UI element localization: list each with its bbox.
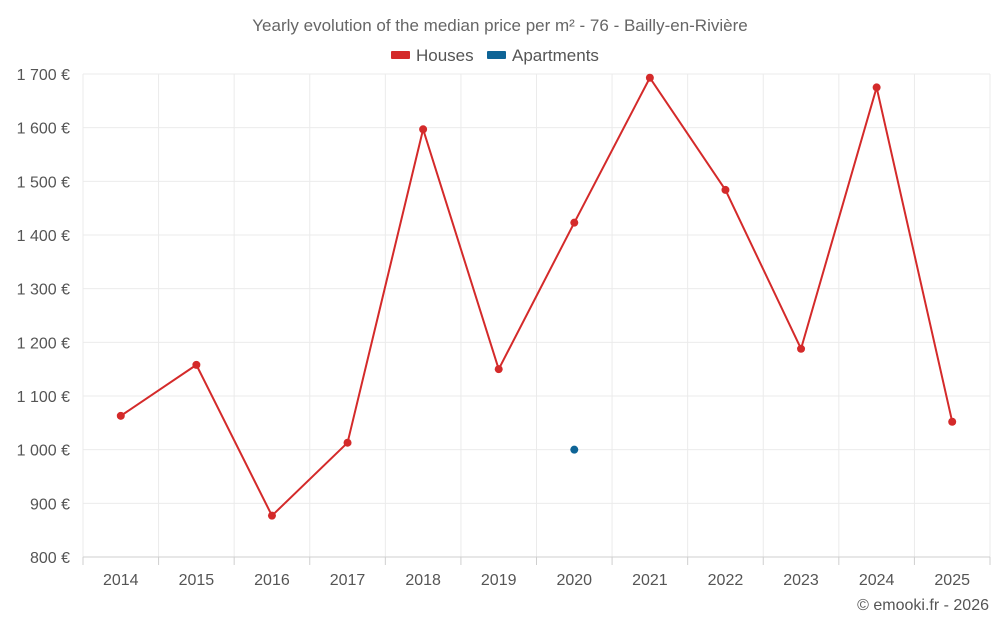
credit-text: © emooki.fr - 2026 (857, 597, 989, 614)
x-tick-label-2024: 2024 (859, 572, 895, 589)
legend-label-houses[interactable]: Houses (416, 46, 474, 65)
legend-label-apartments[interactable]: Apartments (512, 46, 599, 65)
y-tick-label: 1 200 € (17, 335, 70, 352)
legend-swatch-apartments[interactable] (487, 51, 506, 59)
data-point-houses-2024[interactable] (872, 83, 881, 92)
series-line-houses (120, 76, 954, 517)
data-point-houses-2016[interactable] (267, 511, 276, 520)
y-tick-label: 1 700 € (17, 67, 70, 84)
x-tick-label-2016: 2016 (254, 572, 290, 589)
data-point-houses-2019[interactable] (494, 365, 503, 374)
data-point-houses-2015[interactable] (192, 360, 201, 369)
x-tick-label-2018: 2018 (405, 572, 441, 589)
legend: Houses Apartments (391, 46, 599, 65)
legend-swatch-houses[interactable] (391, 51, 410, 59)
data-point-houses-2023[interactable] (797, 344, 806, 353)
x-tick-label-2020: 2020 (556, 572, 592, 589)
y-tick-label: 900 € (30, 496, 70, 513)
chart-title: Yearly evolution of the median price per… (252, 16, 747, 35)
x-axis-ticks: 2014 2015 2016 2017 2018 2019 2020 2021 2022 2023… (103, 572, 970, 589)
data-point-houses-2022[interactable] (721, 185, 730, 194)
y-tick-label: 1 600 € (17, 121, 70, 138)
data-point-apartments-2020[interactable] (570, 445, 579, 454)
x-tick-label-2014: 2014 (103, 572, 139, 589)
data-point-houses-2018[interactable] (419, 125, 428, 134)
y-tick-label: 1 500 € (17, 174, 70, 191)
x-tick-label-2023: 2023 (783, 572, 819, 589)
series-layer (116, 73, 957, 520)
x-tick-label-2021: 2021 (632, 572, 668, 589)
x-tick-label-2015: 2015 (179, 572, 215, 589)
x-tick-label-2022: 2022 (708, 572, 744, 589)
y-axis-ticks: 800 € 900 € 1 000 € 1 100 € 1 200 € 1 300 € 1 … (17, 67, 70, 567)
data-point-houses-2025[interactable] (948, 417, 957, 426)
x-tick-label-2017: 2017 (330, 572, 366, 589)
grid (82, 73, 991, 557)
data-point-houses-2020[interactable] (570, 218, 579, 227)
y-tick-label: 1 300 € (17, 282, 70, 299)
data-point-houses-2017[interactable] (343, 438, 352, 447)
y-tick-label: 1 000 € (17, 443, 70, 460)
y-tick-label: 1 400 € (17, 228, 70, 245)
axes (82, 556, 991, 565)
data-point-houses-2021[interactable] (645, 73, 654, 82)
data-point-houses-2014[interactable] (116, 411, 125, 420)
y-tick-label: 800 € (30, 550, 70, 567)
x-tick-label-2019: 2019 (481, 572, 517, 589)
x-tick-label-2025: 2025 (934, 572, 970, 589)
y-tick-label: 1 100 € (17, 389, 70, 406)
